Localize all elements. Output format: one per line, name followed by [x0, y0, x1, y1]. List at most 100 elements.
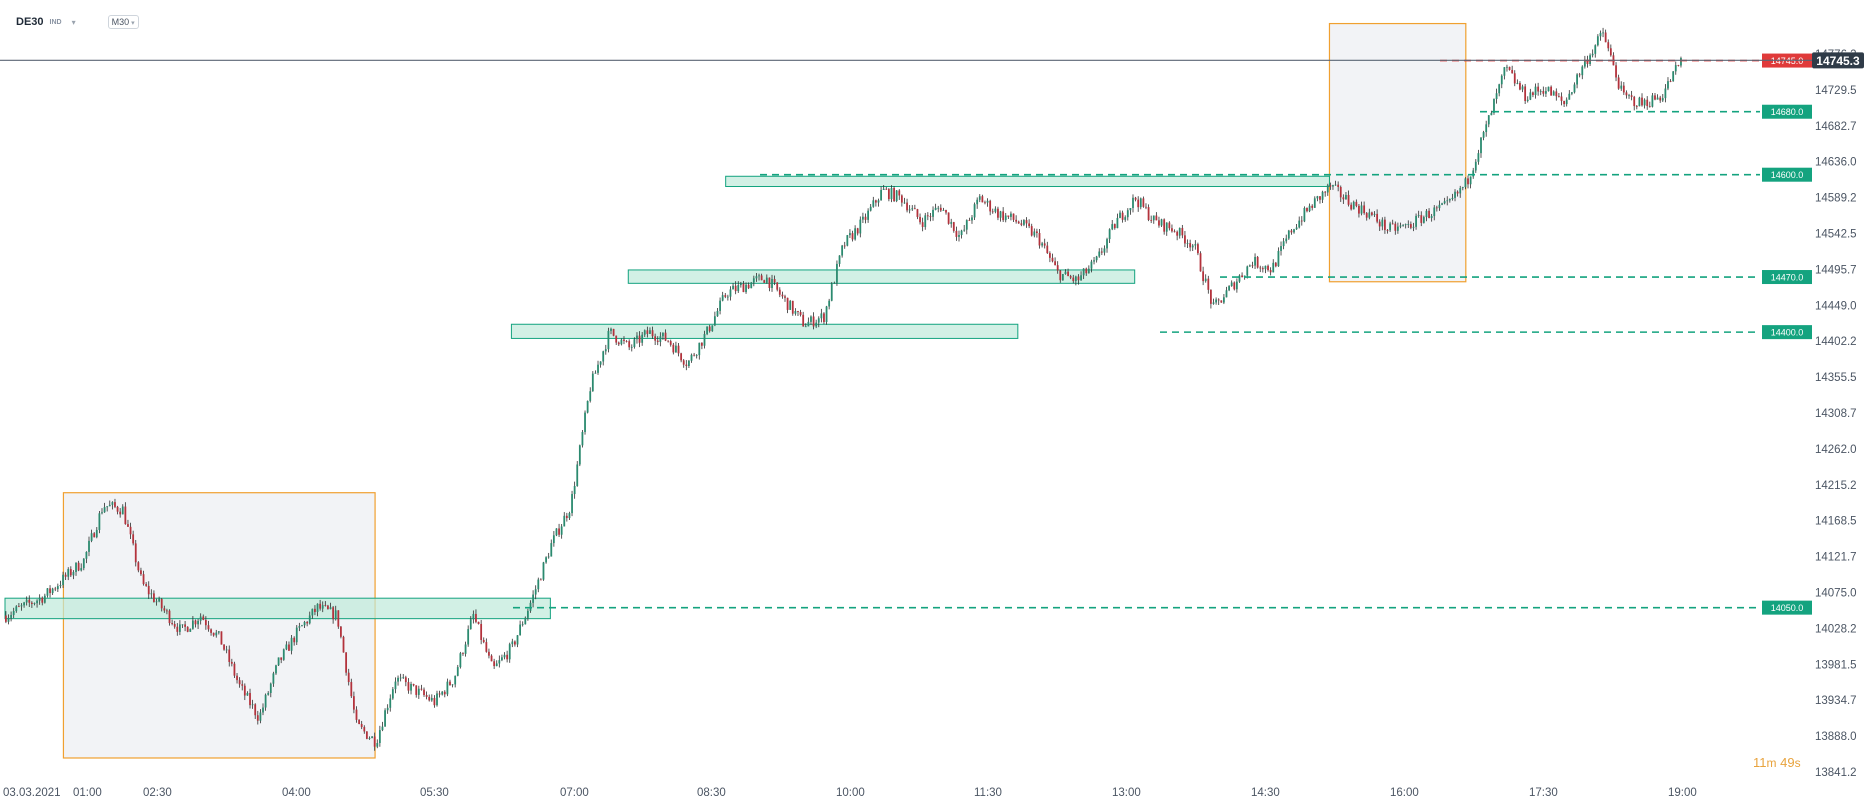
- candle-up: [1521, 86, 1524, 90]
- candle-down: [1508, 66, 1511, 70]
- candle-down: [280, 657, 283, 660]
- candle-up: [1459, 188, 1462, 194]
- candle-down: [1137, 199, 1140, 208]
- candle-down: [249, 692, 251, 706]
- candle-down: [1435, 207, 1438, 209]
- candle-up: [269, 683, 272, 693]
- candle-up: [846, 235, 849, 246]
- candle-up: [199, 616, 202, 621]
- candle-down: [228, 649, 231, 662]
- candle-down: [77, 562, 80, 571]
- candle-down: [900, 195, 903, 203]
- candle-up: [1345, 194, 1347, 200]
- candle-down: [952, 222, 955, 231]
- symbol-label[interactable]: DE30: [16, 16, 44, 28]
- candle-up: [976, 199, 979, 205]
- candle-down: [423, 689, 425, 696]
- candle-down: [324, 605, 327, 606]
- candle-down: [373, 736, 376, 747]
- candle-up: [334, 610, 337, 620]
- candle-down: [812, 316, 815, 327]
- candle-down: [991, 211, 994, 213]
- candle-up: [1404, 224, 1407, 226]
- candle-up: [877, 200, 880, 203]
- candle-up: [197, 620, 199, 625]
- candle-down: [1158, 220, 1160, 226]
- candle-up: [272, 673, 275, 684]
- candle-up: [804, 326, 807, 328]
- candle-up: [1160, 219, 1163, 226]
- level-label: 14470.0: [1771, 273, 1804, 283]
- candle-down: [420, 688, 423, 690]
- candle-down: [565, 515, 568, 519]
- candle-up: [1287, 230, 1290, 239]
- candle-down: [1259, 267, 1262, 269]
- candle-down: [1578, 74, 1581, 76]
- level-badge: [1762, 600, 1812, 615]
- candle-down: [638, 335, 641, 343]
- candle-down: [1199, 253, 1202, 272]
- candle-up: [189, 628, 192, 632]
- candle-up: [1674, 65, 1677, 72]
- candle-down: [773, 279, 776, 283]
- candle-up: [1474, 161, 1477, 171]
- candle-up: [820, 313, 823, 319]
- candle-up: [807, 321, 810, 327]
- candle-down: [760, 275, 763, 281]
- candle-down: [898, 190, 901, 196]
- candle-down: [1189, 243, 1192, 248]
- candle-down: [168, 610, 171, 624]
- candle-up: [817, 318, 820, 323]
- candle-down: [160, 598, 163, 609]
- x-tick-label: 16:00: [1390, 787, 1419, 799]
- candle-up: [872, 200, 875, 207]
- candle-down: [1555, 91, 1558, 97]
- candle-up: [301, 625, 303, 627]
- candle-up: [38, 597, 41, 601]
- candle-up: [98, 513, 101, 530]
- candle-down: [1184, 235, 1186, 244]
- candle-down: [851, 233, 854, 240]
- candle-up: [1313, 198, 1316, 208]
- candle-up: [703, 334, 706, 346]
- candle-down: [1355, 201, 1358, 206]
- x-tick-label: 13:00: [1112, 787, 1141, 799]
- candle-up: [1433, 207, 1436, 217]
- timeframe-select[interactable]: M30 ▾: [107, 15, 139, 29]
- candle-down: [539, 579, 542, 581]
- candle-up: [1526, 99, 1529, 101]
- candle-down: [680, 353, 683, 361]
- candle-up: [1430, 216, 1433, 219]
- chevron-down-icon[interactable]: ▾: [71, 17, 76, 27]
- candle-down: [28, 599, 31, 603]
- candle-up: [688, 360, 690, 366]
- market-label[interactable]: IND: [49, 18, 62, 26]
- candle-up: [924, 215, 927, 228]
- candle-up: [771, 279, 773, 288]
- candle-up: [59, 585, 62, 587]
- candle-up: [1215, 299, 1218, 303]
- candle-down: [1043, 243, 1046, 246]
- candle-up: [1178, 227, 1181, 236]
- candle-down: [1300, 220, 1303, 222]
- y-tick-label: 14729.5: [1815, 85, 1857, 97]
- candle-up: [755, 276, 758, 279]
- candle-up: [308, 615, 311, 624]
- candle-up: [1448, 199, 1451, 201]
- candle-down: [1659, 97, 1662, 101]
- candle-up: [262, 707, 264, 713]
- candle-down: [1350, 204, 1353, 210]
- candle-up: [971, 217, 973, 221]
- candle-down: [186, 626, 189, 632]
- level-label: 14745.0: [1771, 56, 1804, 66]
- candle-up: [75, 562, 77, 572]
- candle-up: [965, 220, 968, 230]
- candle-up: [732, 285, 734, 290]
- candle-down: [667, 340, 670, 342]
- candle-down: [786, 297, 789, 310]
- candle-up: [1664, 88, 1667, 99]
- candle-up: [472, 613, 475, 620]
- candle-down: [1378, 221, 1381, 227]
- candle-down: [1030, 226, 1033, 236]
